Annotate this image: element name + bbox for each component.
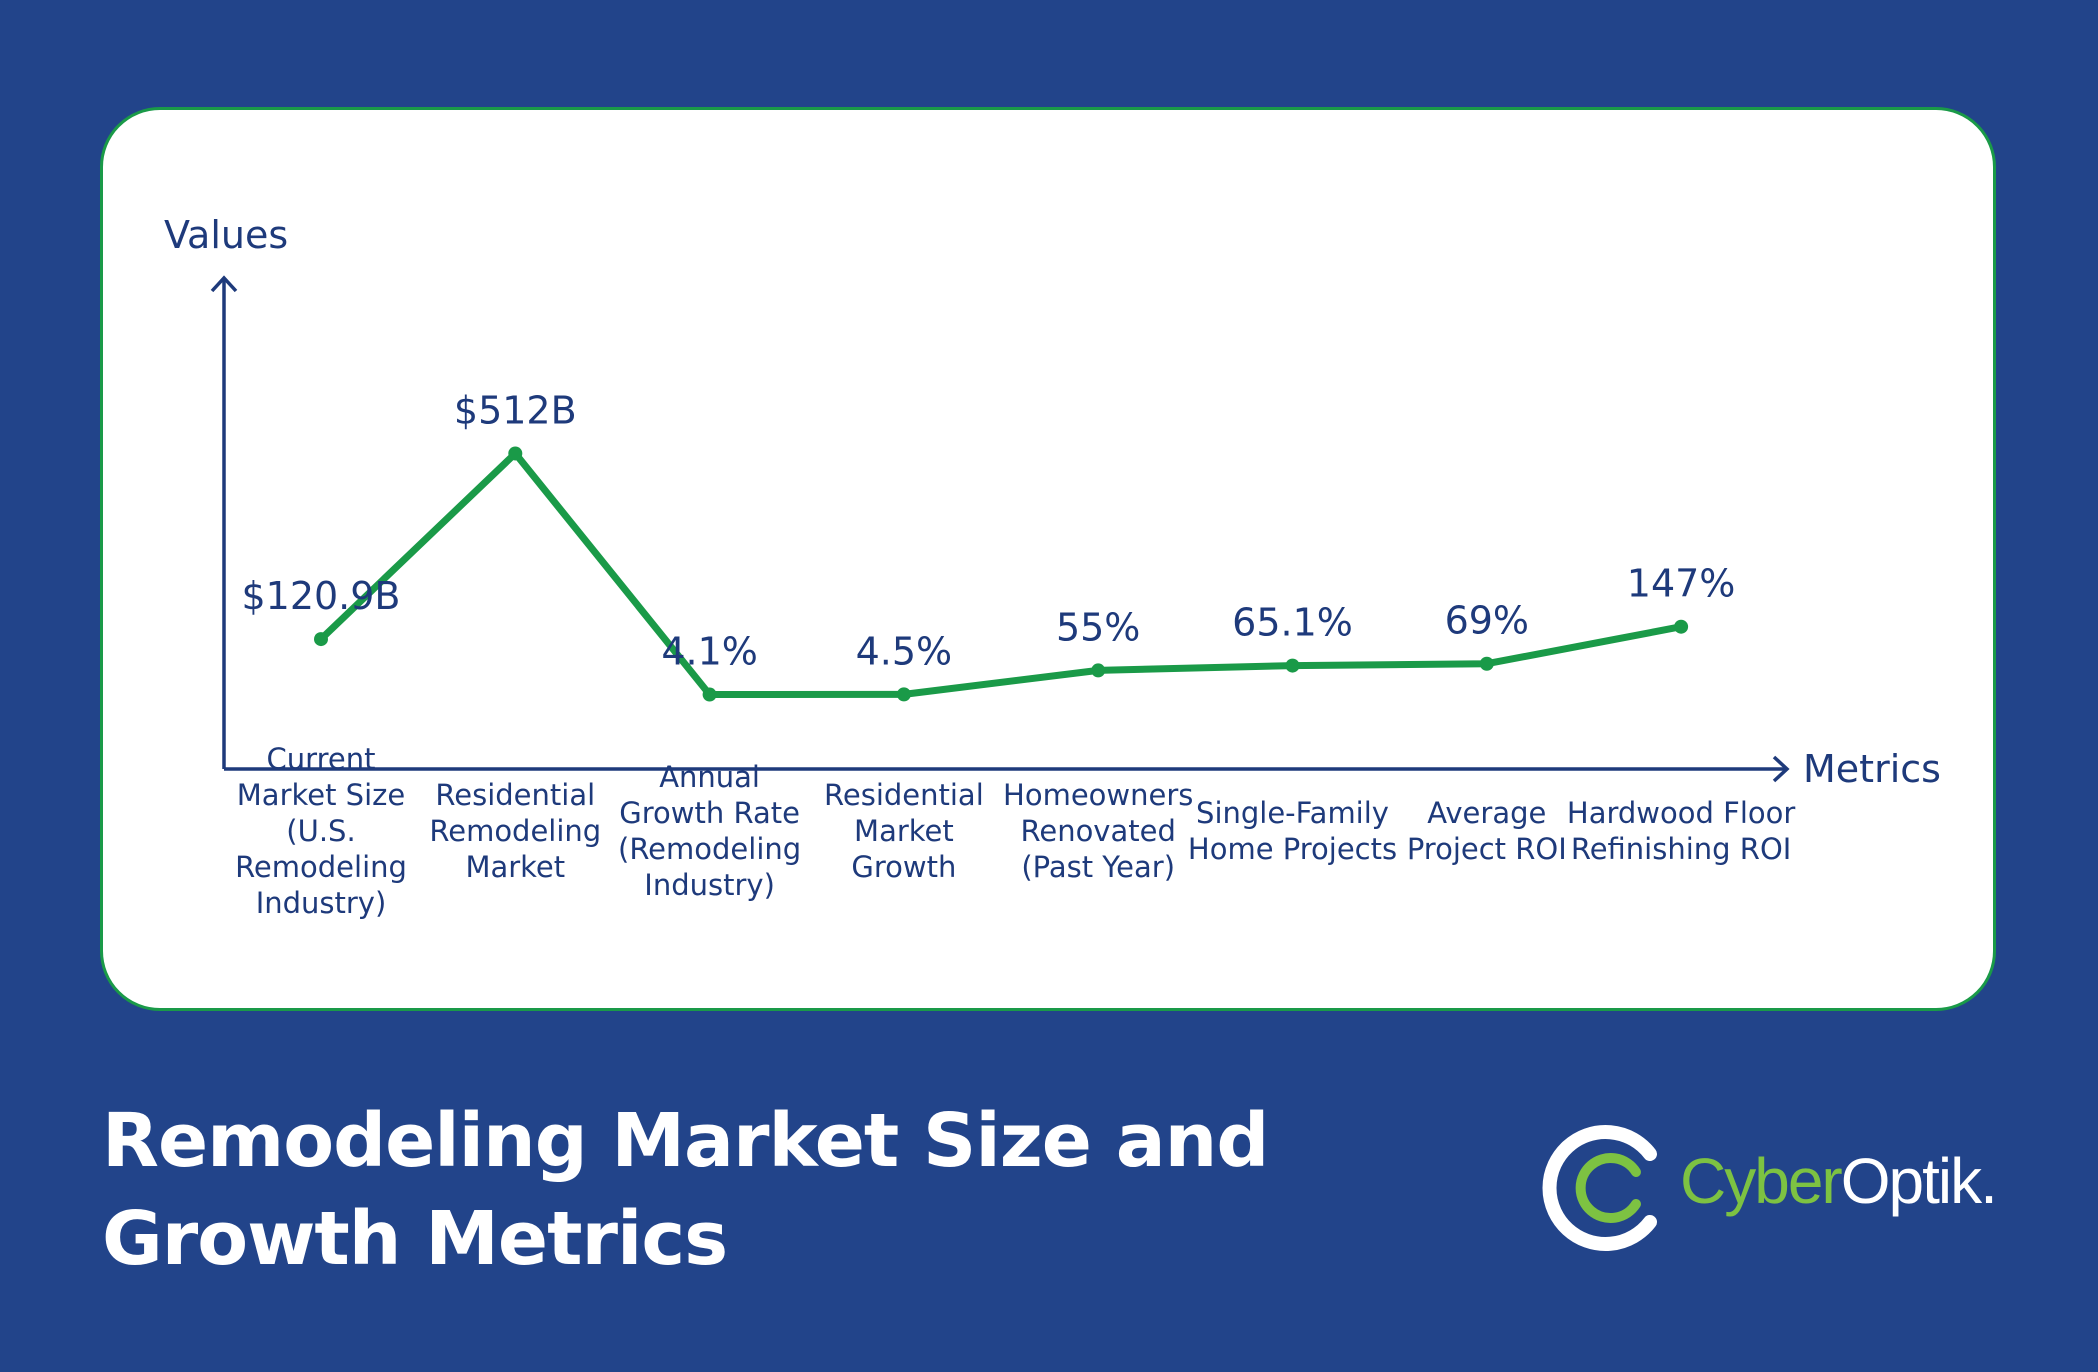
data-point [1674,619,1689,634]
data-point [1091,663,1106,678]
data-label: $120.9B [241,574,400,618]
data-point [1479,656,1494,671]
brand-part-1: Cyber [1680,1145,1843,1217]
series-line [317,449,1685,699]
x-tick-label: Average Project ROI [1407,796,1567,866]
chart-card: Values Metrics $120.9B $512B 4.1% 4.5% 55% 65.1… [100,107,1996,1011]
line-chart: Values Metrics $120.9B $512B 4.1% 4.5% 55% 65.1… [164,213,1941,920]
y-axis-label: Values [164,213,288,257]
x-axis-label: Metrics [1803,747,1941,791]
x-tick-label: Residential Remodeling Market [429,778,601,884]
brand-logo: CyberOptik. [1540,1118,2010,1258]
cyberoptik-ring-logo-icon [1542,1125,1657,1251]
x-tick-label: Annual Growth Rate (Remodeling Industry) [618,760,801,902]
data-point [1285,658,1300,673]
data-label: 147% [1627,562,1736,606]
x-axis-arrow [1772,755,1790,783]
data-point [896,687,911,702]
y-axis-arrow [210,275,238,293]
data-label: $512B [454,388,577,432]
x-tick-label: Single-Family Home Projects [1188,796,1397,866]
brand-part-2: Optik. [1840,1145,1998,1217]
x-tick-label: Current Market Size (U.S. Remodeling Industr… [235,742,407,920]
data-label: 69% [1445,599,1529,643]
brand-wordmark: CyberOptik. [1680,1144,1998,1218]
x-tick-label: Homeowners Renovated (Past Year) [1003,778,1193,884]
data-label: 65.1% [1232,601,1353,645]
data-point [508,446,523,461]
data-label: 4.1% [661,630,758,674]
data-point [702,687,717,702]
page-title: Remodeling Market Size and Growth Metric… [102,1098,1269,1282]
x-tick-label: Residential Market Growth [824,778,984,884]
data-label: 4.5% [856,629,953,673]
data-point [314,632,328,647]
data-label: 55% [1056,605,1140,649]
x-tick-label: Hardwood Floor Refinishing ROI [1567,796,1795,866]
